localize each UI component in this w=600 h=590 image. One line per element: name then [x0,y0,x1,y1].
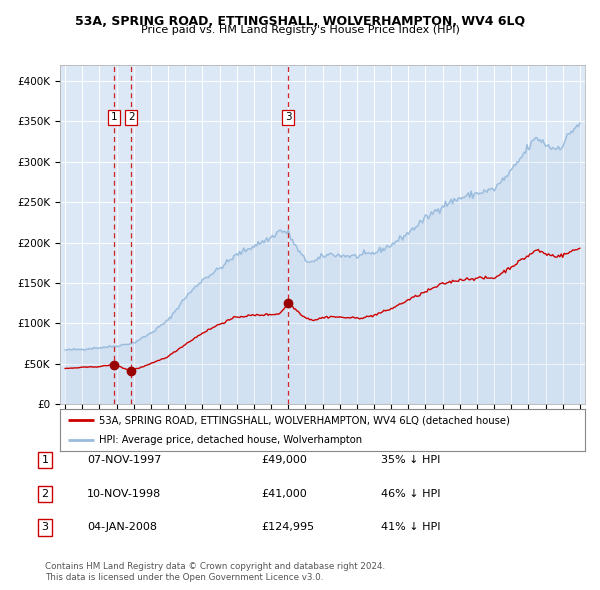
Text: 3: 3 [285,113,292,122]
Text: 41% ↓ HPI: 41% ↓ HPI [381,523,440,532]
Text: £49,000: £49,000 [261,455,307,465]
Text: 10-NOV-1998: 10-NOV-1998 [87,489,161,499]
Text: 3: 3 [41,523,49,532]
Text: Contains HM Land Registry data © Crown copyright and database right 2024.: Contains HM Land Registry data © Crown c… [45,562,385,571]
Text: 04-JAN-2008: 04-JAN-2008 [87,523,157,532]
Text: 07-NOV-1997: 07-NOV-1997 [87,455,161,465]
Text: 2: 2 [128,113,134,122]
Text: This data is licensed under the Open Government Licence v3.0.: This data is licensed under the Open Gov… [45,572,323,582]
Text: 35% ↓ HPI: 35% ↓ HPI [381,455,440,465]
Text: 53A, SPRING ROAD, ETTINGSHALL, WOLVERHAMPTON, WV4 6LQ (detached house): 53A, SPRING ROAD, ETTINGSHALL, WOLVERHAM… [100,415,510,425]
Text: HPI: Average price, detached house, Wolverhampton: HPI: Average price, detached house, Wolv… [100,435,362,445]
Text: £41,000: £41,000 [261,489,307,499]
Text: 1: 1 [111,113,118,122]
Text: 2: 2 [41,489,49,499]
Text: £124,995: £124,995 [261,523,314,532]
Text: 46% ↓ HPI: 46% ↓ HPI [381,489,440,499]
Text: Price paid vs. HM Land Registry's House Price Index (HPI): Price paid vs. HM Land Registry's House … [140,25,460,35]
Text: 53A, SPRING ROAD, ETTINGSHALL, WOLVERHAMPTON, WV4 6LQ: 53A, SPRING ROAD, ETTINGSHALL, WOLVERHAM… [75,15,525,28]
Text: 1: 1 [41,455,49,465]
